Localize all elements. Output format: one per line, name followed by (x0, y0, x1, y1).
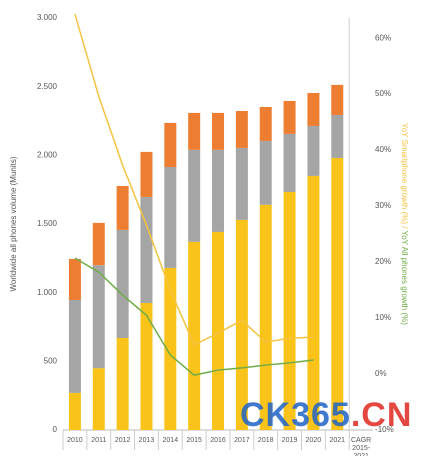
y2-tick-label: 10% (375, 313, 391, 322)
y-axis-label: Worldwide all phones volume (Munits) (9, 156, 18, 291)
bar-segment (164, 167, 177, 268)
bar-segment (188, 241, 201, 430)
bar-segment (140, 302, 153, 430)
y2-tick-label: 60% (375, 33, 391, 42)
bar-segment (212, 112, 225, 150)
y2-axis-label: YoY Smartphone growth (%) / YoY All phon… (400, 123, 409, 325)
x-tick-label: 2019 (281, 437, 298, 444)
y2-tick-label: 30% (375, 201, 391, 210)
x-tick-label: 2015 (186, 437, 202, 444)
y2-tick-label: -10% (375, 425, 394, 434)
bar-segment (68, 299, 81, 393)
y-tick-label: 2.000 (37, 150, 58, 159)
y2-label-smartphone: YoY Smartphone growth (%) / (400, 123, 409, 229)
bar-segment (235, 219, 248, 430)
bar-segment (331, 157, 344, 430)
x-tick-label: 2016 (210, 437, 226, 444)
x-tick-label: 2021 (329, 437, 346, 444)
bar-segment (283, 192, 296, 430)
bar-segment (68, 259, 81, 300)
bar-segment (92, 222, 105, 266)
line-series (74, 257, 314, 376)
bar-segment (164, 267, 177, 430)
bar-segment (212, 149, 225, 232)
y-tick-label: 3.000 (37, 13, 58, 22)
bar-segment (140, 196, 153, 303)
bar-segment (259, 204, 272, 430)
bar-segment (140, 151, 153, 197)
y2-tick-label: 20% (375, 257, 391, 266)
x-tick-label: CAGR 2015-2021 (351, 437, 372, 456)
bar-segment (235, 110, 248, 148)
bar-segment (212, 231, 225, 430)
bar-segment (331, 84, 344, 115)
bar-segment (331, 114, 344, 158)
bar-segment (116, 185, 129, 230)
y2-tick-label: 40% (375, 145, 391, 154)
bar-segment (235, 147, 248, 220)
x-tick-label: 2012 (114, 437, 131, 444)
watermark-suffix: .CN (350, 396, 413, 434)
bar-segment (116, 229, 129, 338)
bar-segment (188, 149, 201, 242)
y2-tick-label: 0% (375, 369, 387, 378)
x-tick-label: 2014 (162, 437, 179, 444)
y-tick-label: 500 (44, 356, 58, 365)
bar-segment (116, 337, 129, 430)
bar-segment (188, 112, 201, 150)
y2-label-all: YoY All phones growth (%) (400, 231, 409, 326)
bar-segment (259, 106, 272, 141)
bar-segment (92, 265, 105, 369)
bar-segment (307, 92, 320, 126)
bar-segment (283, 100, 296, 134)
x-tick-label: 2020 (305, 437, 322, 444)
x-tick-label: 2013 (138, 437, 155, 444)
bar-segment (92, 368, 105, 430)
bar-segment (164, 122, 177, 168)
bar-segment (283, 133, 296, 193)
bar-segment (259, 140, 272, 205)
bar-segment (307, 175, 320, 430)
line-series (74, 13, 314, 346)
watermark: CK365.CN (240, 396, 412, 435)
y-tick-label: 0 (53, 425, 58, 434)
bar-segment (68, 392, 81, 430)
y-tick-label: 1.500 (37, 219, 58, 228)
x-tick-label: 2017 (234, 437, 250, 444)
x-tick-label: 2010 (67, 437, 83, 444)
bar-segment (307, 125, 320, 176)
y2-tick-label: 50% (375, 89, 391, 98)
x-tick-label: 2011 (91, 437, 107, 444)
watermark-main: CK365 (240, 396, 351, 434)
y-tick-label: 2.500 (37, 82, 58, 91)
y-tick-label: 1.000 (37, 288, 58, 297)
x-tick-label: 2018 (257, 437, 274, 444)
